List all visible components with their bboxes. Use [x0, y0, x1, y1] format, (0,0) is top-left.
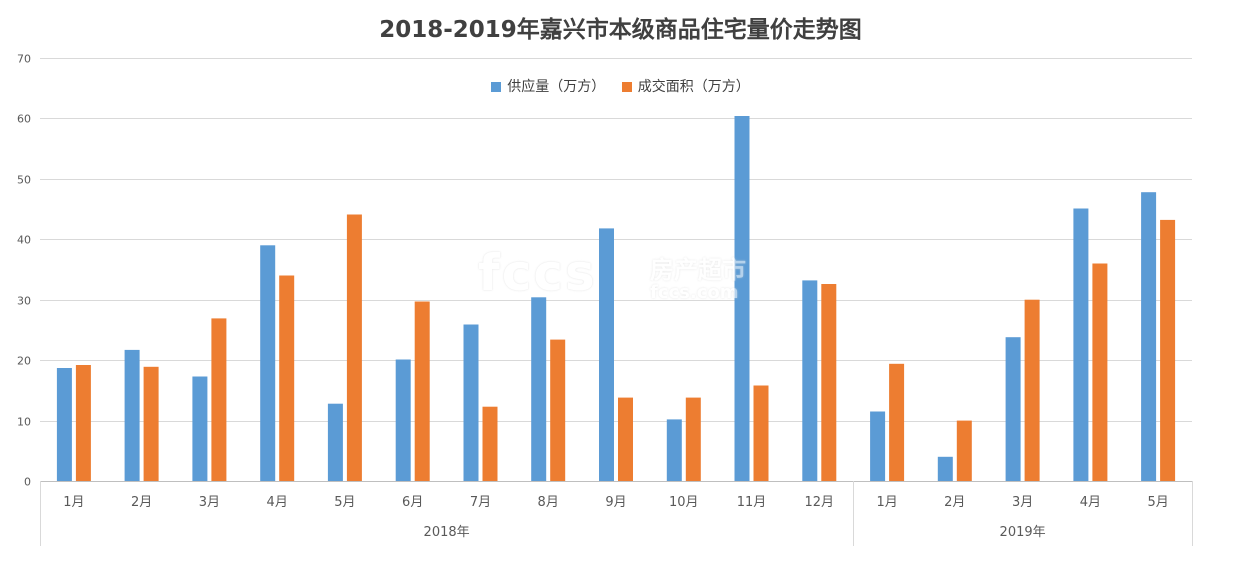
legend: 供应量（万方） 成交面积（万方）: [0, 76, 1241, 96]
legend-item-transaction: 成交面积（万方）: [621, 76, 750, 96]
bar-transaction: [821, 284, 837, 481]
x-tick-label: 5月: [334, 495, 355, 510]
x-tick-label: 8月: [538, 495, 559, 510]
watermark: fccs 房产超市 fccs.com: [478, 242, 768, 322]
bar-transaction: [1024, 299, 1040, 481]
x-tick-label: 9月: [605, 495, 626, 510]
legend-swatch-transaction: [621, 82, 632, 92]
x-tick-label: 2月: [944, 495, 965, 510]
bar-transaction: [143, 366, 159, 481]
bar-transaction: [550, 339, 566, 481]
bar-supply: [802, 280, 818, 481]
bar-transaction: [1092, 263, 1108, 481]
legend-label-supply: 供应量（万方）: [507, 79, 606, 95]
x-tick-label: 3月: [1012, 495, 1033, 510]
x-tick-label: 10月: [669, 495, 699, 510]
y-tick-label: 50: [17, 174, 31, 187]
bar-supply: [124, 349, 140, 481]
x-tick-label: 5月: [1147, 495, 1168, 510]
legend-swatch-supply: [491, 82, 502, 92]
legend-label-transaction: 成交面积（万方）: [637, 79, 750, 95]
bar-supply: [734, 116, 750, 481]
watermark-logo: fccs: [478, 244, 597, 302]
bar-supply: [327, 403, 343, 481]
bar-transaction: [753, 385, 769, 481]
x-group-label: 2019年: [1000, 525, 1046, 540]
bar-supply: [56, 368, 72, 481]
bar-supply: [870, 411, 886, 481]
x-group-label: 2018年: [424, 525, 470, 540]
bar-transaction: [956, 420, 972, 481]
x-tick-label: 6月: [402, 495, 423, 510]
watermark-cn-text: 房产超市: [650, 256, 746, 284]
bar-transaction: [685, 397, 701, 481]
legend-item-supply: 供应量（万方）: [491, 76, 605, 96]
y-tick-label: 60: [17, 113, 31, 126]
bar-supply: [192, 376, 208, 481]
bar-supply: [666, 419, 682, 481]
bar-transaction: [889, 363, 905, 481]
bar-supply: [395, 359, 411, 481]
bar-transaction: [1160, 219, 1176, 481]
y-tick-label: 0: [24, 476, 31, 489]
bar-transaction: [211, 318, 227, 481]
y-tick-label: 70: [17, 53, 31, 66]
bar-transaction: [75, 365, 91, 481]
bar-supply: [531, 297, 547, 481]
bar-transaction: [414, 301, 430, 481]
bar-transaction: [346, 214, 362, 481]
bar-supply: [260, 245, 276, 481]
bar-transaction: [279, 275, 295, 481]
x-tick-label: 3月: [199, 495, 220, 510]
bar-transaction: [618, 397, 633, 481]
y-tick-label: 10: [17, 416, 31, 429]
x-tick-label: 7月: [470, 495, 491, 510]
x-tick-label: 4月: [1080, 495, 1101, 510]
chart-title: 2018-2019年嘉兴市本级商品住宅量价走势图: [379, 17, 862, 43]
bar-supply: [1005, 337, 1021, 481]
watermark-url: fccs.com: [650, 282, 739, 303]
y-tick-label: 20: [17, 355, 31, 368]
bar-transaction: [482, 406, 498, 481]
x-tick-label: 2月: [131, 495, 152, 510]
x-tick-label: 1月: [876, 495, 897, 510]
y-tick-label: 30: [17, 295, 31, 308]
bar-supply: [1141, 192, 1157, 481]
bar-supply: [463, 324, 479, 481]
x-tick-label: 4月: [267, 495, 288, 510]
y-tick-label: 40: [17, 234, 31, 247]
x-tick-label: 11月: [737, 495, 767, 510]
x-tick-label: 1月: [63, 495, 84, 510]
x-tick-label: 12月: [805, 495, 835, 510]
bar-supply: [599, 228, 614, 481]
bar-supply: [1073, 208, 1089, 481]
bar-supply: [937, 456, 953, 481]
